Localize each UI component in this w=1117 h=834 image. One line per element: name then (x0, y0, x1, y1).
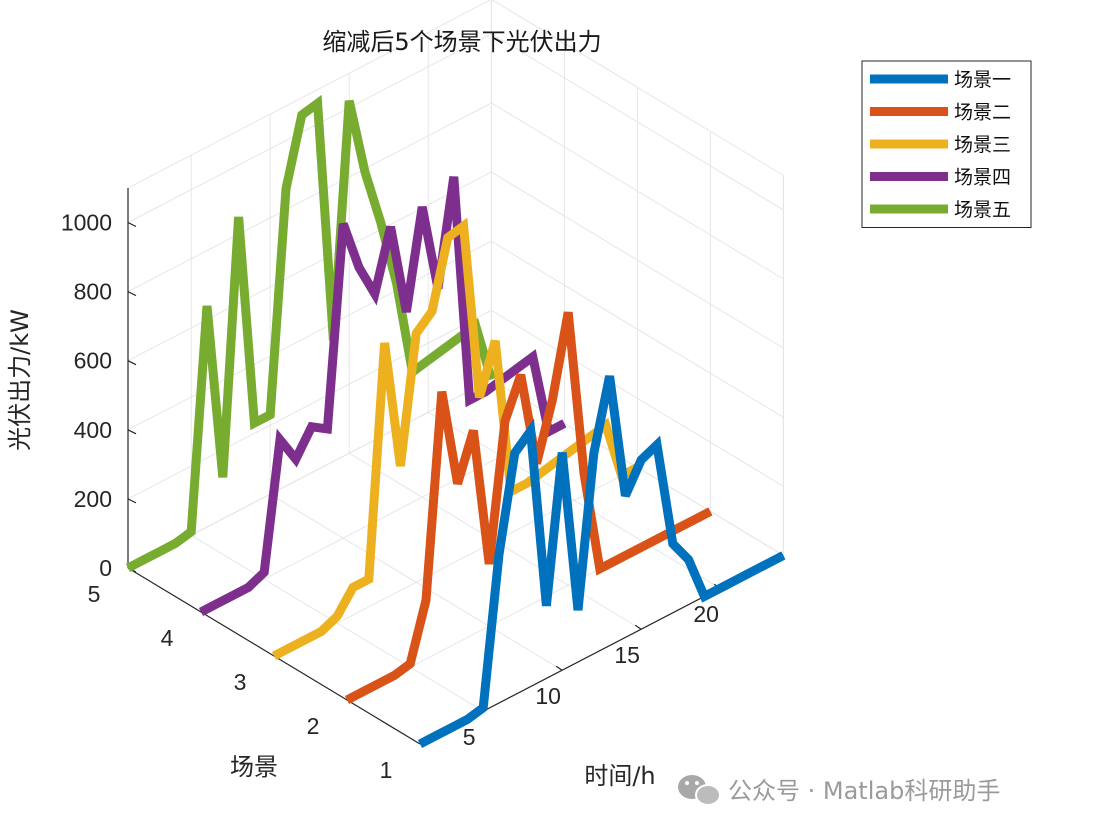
z-tick-label: 0 (99, 555, 112, 581)
series-lines (125, 94, 786, 748)
wechat-icon (678, 775, 721, 806)
legend-entry[interactable]: 场景四 (870, 167, 1011, 189)
x-tick-label: 20 (693, 601, 719, 627)
grid-line (127, 171, 492, 362)
y-tick-label: 4 (161, 625, 174, 651)
panel-edge (127, 0, 492, 189)
legend-label: 场景一 (954, 69, 1011, 91)
chart-title: 缩减后5个场景下光伏出力 (322, 28, 601, 56)
z-tick-label: 400 (74, 417, 112, 443)
z-tick-mark (127, 429, 137, 435)
series-line-2 (344, 311, 713, 704)
x-tick-label: 15 (614, 642, 640, 668)
series-line-3 (271, 217, 640, 660)
grid-line (491, 309, 784, 487)
legend-entry[interactable]: 场景二 (870, 102, 1011, 124)
series-line-5 (125, 94, 496, 572)
legend-label: 场景三 (954, 134, 1011, 156)
y-tick-label: 5 (88, 581, 101, 607)
z-tick-mark (127, 221, 137, 228)
legend-label: 场景五 (954, 199, 1011, 221)
z-tick-mark (127, 498, 137, 504)
z-tick-label: 600 (74, 348, 112, 374)
watermark-text: 公众号 · Matlab科研助手 (728, 777, 1000, 805)
z-tick-mark (127, 360, 137, 366)
series-line-1 (417, 375, 786, 748)
z-tick-label: 200 (74, 486, 112, 512)
grid-line (127, 33, 492, 223)
grid-line (491, 33, 784, 211)
x-axis-label: 时间/h (584, 762, 655, 790)
grid-line (127, 102, 492, 293)
series-line-4 (198, 176, 567, 616)
z-tick-label: 800 (74, 279, 112, 305)
grid-line (491, 102, 784, 280)
y-tick-label: 1 (380, 757, 393, 783)
y-tick-label: 3 (234, 669, 247, 695)
grid-line (127, 309, 492, 500)
legend-entry[interactable]: 场景一 (870, 69, 1011, 91)
watermark: 公众号 · Matlab科研助手 (678, 775, 1000, 806)
x-tick-label: 5 (463, 724, 476, 750)
z-axis-label: 光伏出力/kW (6, 309, 34, 451)
legend-label: 场景四 (954, 167, 1011, 189)
legend-entry[interactable]: 场景三 (870, 134, 1011, 156)
x-tick-mark (555, 665, 563, 671)
legend-entry[interactable]: 场景五 (870, 199, 1011, 221)
y-tick-label: 2 (307, 713, 320, 739)
panel-edge (491, 0, 784, 176)
y-axis-label: 场景 (230, 753, 278, 781)
z-tick-label: 1000 (61, 210, 112, 236)
legend-label: 场景二 (954, 102, 1011, 124)
grid-line (491, 240, 784, 418)
z-tick-mark (127, 291, 137, 297)
grid-line (491, 171, 784, 349)
x-tick-mark (634, 624, 642, 630)
x-tick-label: 10 (535, 683, 561, 709)
